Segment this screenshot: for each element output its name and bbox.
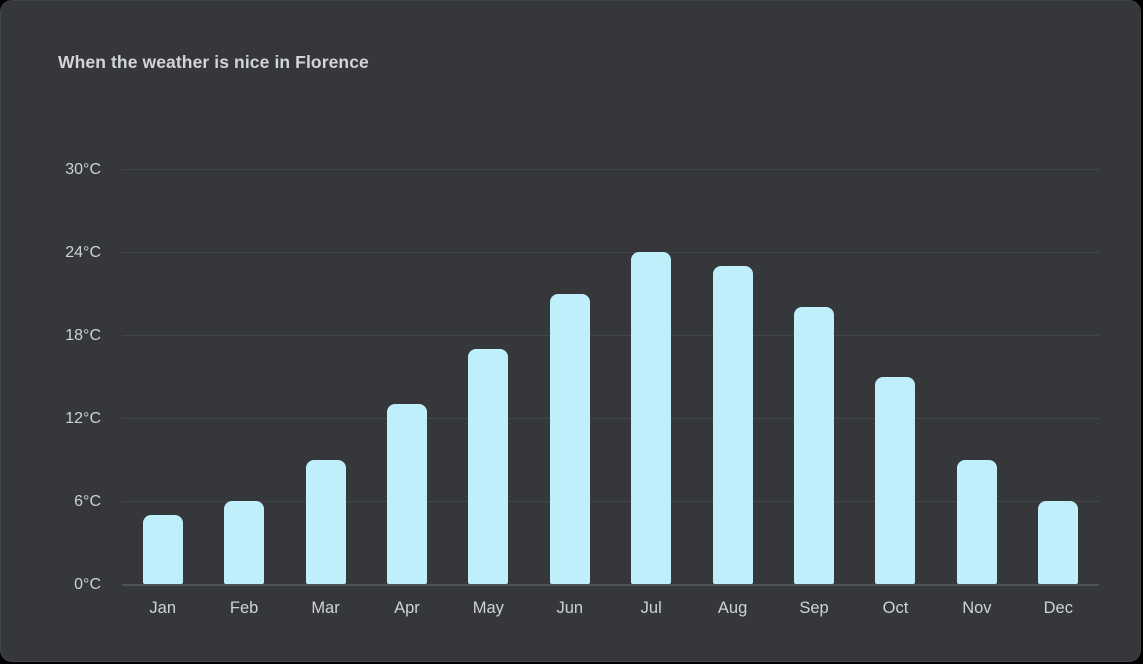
bar-dec xyxy=(1038,501,1079,584)
bar-apr xyxy=(386,404,427,584)
y-axis-labels: 0°C 6°C 12°C 18°C 24°C 30°C xyxy=(1,161,101,593)
baseline-0c xyxy=(122,584,1099,586)
bar-jun xyxy=(549,293,590,584)
bar-mar xyxy=(305,459,346,584)
chart-title: When the weather is nice in Florence xyxy=(58,52,369,72)
gridline-24c xyxy=(122,252,1099,253)
x-tick-label-oct: Oct xyxy=(882,599,909,617)
y-tick-label-6c: 6°C xyxy=(74,493,101,510)
x-tick-label-feb: Feb xyxy=(229,599,259,617)
x-tick-label-jan: Jan xyxy=(149,599,176,617)
gridline-18c xyxy=(122,335,1099,336)
bar-oct xyxy=(875,376,916,584)
bar-jan xyxy=(142,514,183,584)
x-tick-label-sep: Sep xyxy=(799,599,829,617)
bar-aug xyxy=(712,265,753,584)
gridline-6c xyxy=(122,501,1099,502)
y-tick-label-24c: 24°C xyxy=(65,244,101,261)
y-tick-label-30c: 30°C xyxy=(65,161,101,178)
y-tick-label-12c: 12°C xyxy=(65,410,101,427)
x-tick-label-mar: Mar xyxy=(311,599,340,617)
x-tick-label-apr: Apr xyxy=(394,599,420,617)
x-tick-label-dec: Dec xyxy=(1043,599,1073,617)
x-axis-labels: Jan Feb Mar Apr May Jun Jul Aug Sep Oct Nov Dec xyxy=(122,597,1099,621)
x-tick-label-may: May xyxy=(472,599,504,617)
bar-feb xyxy=(224,501,265,584)
bar-sep xyxy=(794,307,835,584)
x-tick-label-aug: Aug xyxy=(717,599,748,617)
x-tick-label-jul: Jul xyxy=(640,599,662,617)
bar-jul xyxy=(631,252,672,584)
gridline-12c xyxy=(122,418,1099,419)
y-tick-label-0c: 0°C xyxy=(74,576,101,593)
plot-area xyxy=(122,169,1099,586)
bar-may xyxy=(468,348,509,584)
x-tick-label-nov: Nov xyxy=(962,599,992,617)
y-tick-label-18c: 18°C xyxy=(65,327,101,344)
x-tick-label-jun: Jun xyxy=(556,599,584,617)
bar-nov xyxy=(956,459,997,584)
gridline-30c xyxy=(122,169,1099,170)
